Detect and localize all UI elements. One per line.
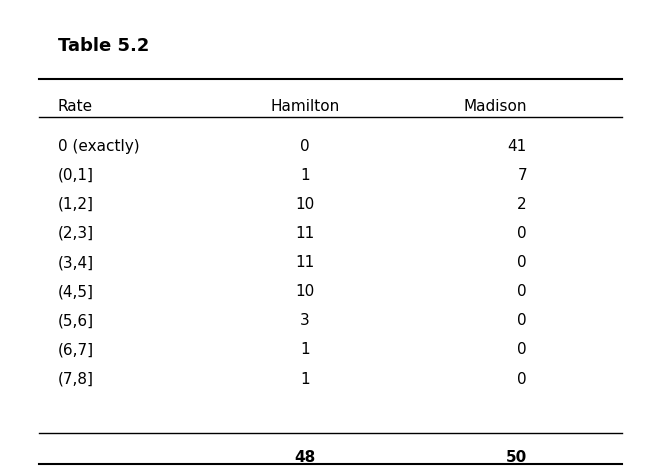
Text: 0: 0 bbox=[517, 372, 527, 387]
Text: Rate: Rate bbox=[58, 99, 93, 114]
Text: 48: 48 bbox=[294, 450, 316, 465]
Text: (7,8]: (7,8] bbox=[58, 372, 94, 387]
Text: 10: 10 bbox=[295, 197, 314, 212]
Text: Table 5.2: Table 5.2 bbox=[58, 37, 149, 55]
Text: 11: 11 bbox=[295, 255, 314, 270]
Text: 0: 0 bbox=[517, 255, 527, 270]
Text: (1,2]: (1,2] bbox=[58, 197, 94, 212]
Text: 11: 11 bbox=[295, 226, 314, 241]
Text: 0: 0 bbox=[517, 313, 527, 328]
Text: 0: 0 bbox=[300, 139, 310, 154]
Text: 10: 10 bbox=[295, 284, 314, 299]
Text: (2,3]: (2,3] bbox=[58, 226, 94, 241]
Text: (5,6]: (5,6] bbox=[58, 313, 94, 328]
Text: 1: 1 bbox=[300, 168, 310, 183]
Text: 3: 3 bbox=[300, 313, 310, 328]
Text: 1: 1 bbox=[300, 342, 310, 357]
Text: 7: 7 bbox=[517, 168, 527, 183]
Text: 41: 41 bbox=[507, 139, 527, 154]
Text: (4,5]: (4,5] bbox=[58, 284, 94, 299]
Text: 2: 2 bbox=[517, 197, 527, 212]
Text: 1: 1 bbox=[300, 372, 310, 387]
Text: (6,7]: (6,7] bbox=[58, 342, 94, 357]
Text: Madison: Madison bbox=[463, 99, 527, 114]
Text: (3,4]: (3,4] bbox=[58, 255, 94, 270]
Text: 0: 0 bbox=[517, 226, 527, 241]
Text: 0 (exactly): 0 (exactly) bbox=[58, 139, 139, 154]
Text: 0: 0 bbox=[517, 342, 527, 357]
Text: 0: 0 bbox=[517, 284, 527, 299]
Text: 50: 50 bbox=[505, 450, 527, 465]
Text: (0,1]: (0,1] bbox=[58, 168, 94, 183]
Text: Hamilton: Hamilton bbox=[270, 99, 340, 114]
